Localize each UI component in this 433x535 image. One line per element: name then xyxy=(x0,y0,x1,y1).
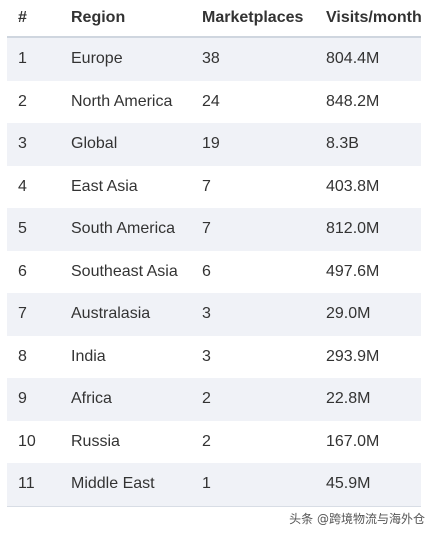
cell-rank: 3 xyxy=(7,123,71,166)
data-table: # Region Marketplaces Visits/month 1 Euro… xyxy=(7,0,422,507)
cell-rank: 6 xyxy=(7,250,71,293)
cell-region: Middle East xyxy=(71,463,202,507)
watermark-text: 头条 @跨境物流与海外仓 xyxy=(289,512,425,526)
cell-marketplaces: 1 xyxy=(202,463,326,507)
cell-region: South America xyxy=(71,208,202,251)
cell-rank: 7 xyxy=(7,293,71,336)
cell-region: East Asia xyxy=(71,165,202,208)
cell-marketplaces: 2 xyxy=(202,420,326,463)
cell-rank: 9 xyxy=(7,378,71,421)
cell-marketplaces: 2 xyxy=(202,378,326,421)
table-row: 8 India 3 293.9M xyxy=(7,335,421,378)
cell-visits-month: 293.9M xyxy=(326,335,421,378)
table-row: 6 Southeast Asia 6 497.6M xyxy=(7,250,421,293)
header-region: Region xyxy=(71,0,202,38)
cell-region: Southeast Asia xyxy=(71,250,202,293)
cell-visits-month: 167.0M xyxy=(326,420,421,463)
table-row: 9 Africa 2 22.8M xyxy=(7,378,421,421)
table-body: 1 Europe 38 804.4M 2 North America 24 848.2M 3 Gl… xyxy=(7,37,421,507)
cell-marketplaces: 38 xyxy=(202,37,326,81)
cell-visits-month: 22.8M xyxy=(326,378,421,421)
cell-marketplaces: 19 xyxy=(202,123,326,166)
cell-region: Russia xyxy=(71,420,202,463)
cell-region: Africa xyxy=(71,378,202,421)
cell-region: Global xyxy=(71,123,202,166)
cell-marketplaces: 6 xyxy=(202,250,326,293)
cell-region: Europe xyxy=(71,37,202,81)
cell-rank: 4 xyxy=(7,165,71,208)
cell-marketplaces: 7 xyxy=(202,165,326,208)
cell-rank: 5 xyxy=(7,208,71,251)
cell-marketplaces: 3 xyxy=(202,293,326,336)
cell-region: India xyxy=(71,335,202,378)
header-marketplaces: Marketplaces xyxy=(202,0,326,38)
header-rank: # xyxy=(7,0,71,38)
cell-region: North America xyxy=(71,80,202,123)
table-row: 1 Europe 38 804.4M xyxy=(7,37,421,81)
cell-visits-month: 497.6M xyxy=(326,250,421,293)
table-header: # Region Marketplaces Visits/month xyxy=(7,0,422,38)
header-row: # Region Marketplaces Visits/month xyxy=(7,0,422,38)
cell-region: Australasia xyxy=(71,293,202,336)
cell-marketplaces: 24 xyxy=(202,80,326,123)
cell-rank: 1 xyxy=(7,37,71,81)
cell-visits-month: 403.8M xyxy=(326,165,421,208)
cell-visits-month: 812.0M xyxy=(326,208,421,251)
table-row: 5 South America 7 812.0M xyxy=(7,208,421,251)
table-row: 10 Russia 2 167.0M xyxy=(7,420,421,463)
cell-rank: 8 xyxy=(7,335,71,378)
cell-rank: 11 xyxy=(7,463,71,507)
header-visits-month: Visits/month xyxy=(326,0,422,38)
cell-visits-month: 8.3B xyxy=(326,123,421,166)
cell-rank: 10 xyxy=(7,420,71,463)
cell-visits-month: 848.2M xyxy=(326,80,421,123)
table-row: 11 Middle East 1 45.9M xyxy=(7,463,421,507)
table-row: 3 Global 19 8.3B xyxy=(7,123,421,166)
cell-marketplaces: 3 xyxy=(202,335,326,378)
table-row: 4 East Asia 7 403.8M xyxy=(7,165,421,208)
table-row: 2 North America 24 848.2M xyxy=(7,80,421,123)
cell-visits-month: 45.9M xyxy=(326,463,421,507)
cell-visits-month: 29.0M xyxy=(326,293,421,336)
cell-marketplaces: 7 xyxy=(202,208,326,251)
region-marketplaces-table: # Region Marketplaces Visits/month 1 Euro… xyxy=(7,0,422,507)
cell-rank: 2 xyxy=(7,80,71,123)
table-row: 7 Australasia 3 29.0M xyxy=(7,293,421,336)
cell-visits-month: 804.4M xyxy=(326,37,421,81)
